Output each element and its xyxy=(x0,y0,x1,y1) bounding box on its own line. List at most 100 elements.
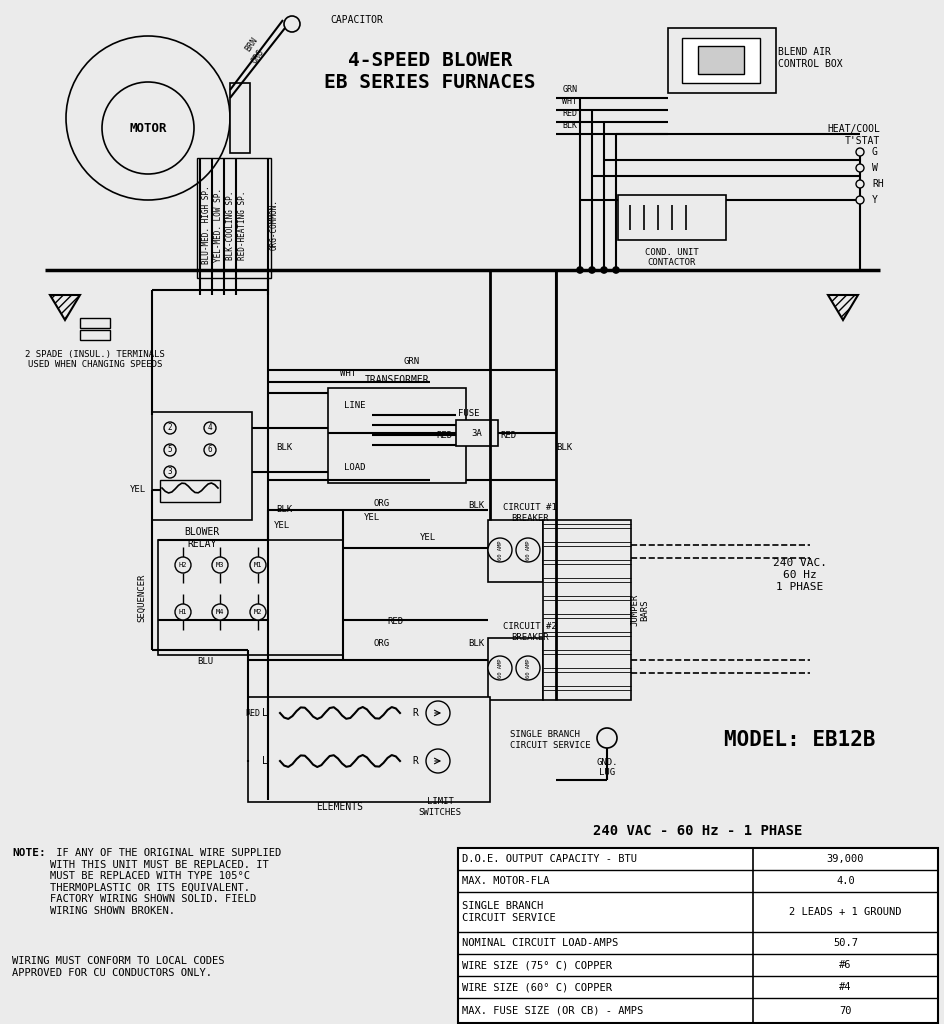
Text: 3: 3 xyxy=(168,468,173,476)
Text: 4.0: 4.0 xyxy=(836,876,855,886)
Text: H2: H2 xyxy=(178,562,187,568)
Text: #4: #4 xyxy=(839,982,851,992)
Bar xyxy=(456,420,498,446)
Text: RED-HEATING SP.: RED-HEATING SP. xyxy=(238,190,247,260)
Text: ORG: ORG xyxy=(250,47,266,65)
Bar xyxy=(668,28,776,93)
Text: WHT: WHT xyxy=(563,97,578,106)
Text: IF ANY OF THE ORIGINAL WIRE SUPPLIED
WITH THIS UNIT MUST BE REPLACED. IT
MUST BE: IF ANY OF THE ORIGINAL WIRE SUPPLIED WIT… xyxy=(50,848,281,916)
Bar xyxy=(488,638,543,700)
Circle shape xyxy=(250,557,266,573)
Text: YEL: YEL xyxy=(420,534,436,543)
Text: BLEND AIR
CONTROL BOX: BLEND AIR CONTROL BOX xyxy=(778,47,843,69)
Text: WIRING MUST CONFORM TO LOCAL CODES
APPROVED FOR CU CONDUCTORS ONLY.: WIRING MUST CONFORM TO LOCAL CODES APPRO… xyxy=(12,956,225,978)
Text: BLK: BLK xyxy=(563,122,578,130)
Circle shape xyxy=(601,267,607,273)
Circle shape xyxy=(204,444,216,456)
Text: 2 LEADS + 1 GROUND: 2 LEADS + 1 GROUND xyxy=(789,907,902,918)
Bar xyxy=(230,83,250,153)
Text: R: R xyxy=(413,756,418,766)
Text: 5: 5 xyxy=(168,445,173,455)
Text: G: G xyxy=(872,147,878,157)
Bar xyxy=(197,158,271,278)
Text: RED: RED xyxy=(387,617,403,627)
Circle shape xyxy=(613,267,619,273)
Text: BRN: BRN xyxy=(244,35,260,52)
Text: RED: RED xyxy=(563,110,578,119)
Text: BLK: BLK xyxy=(276,506,292,514)
Text: MOTOR: MOTOR xyxy=(129,122,167,134)
Text: 39,000: 39,000 xyxy=(827,854,865,864)
Circle shape xyxy=(212,604,228,620)
Bar xyxy=(698,46,744,74)
Circle shape xyxy=(488,656,512,680)
Text: SEQUENCER: SEQUENCER xyxy=(138,573,146,623)
Text: LOAD: LOAD xyxy=(345,464,365,472)
Text: CIRCUIT #2
BREAKER: CIRCUIT #2 BREAKER xyxy=(503,623,557,642)
Text: NOMINAL CIRCUIT LOAD-AMPS: NOMINAL CIRCUIT LOAD-AMPS xyxy=(462,938,618,948)
Text: NOTE:: NOTE: xyxy=(12,848,45,858)
Text: GRN: GRN xyxy=(404,357,420,367)
Text: L: L xyxy=(262,756,268,766)
Bar xyxy=(543,520,631,700)
Text: L: L xyxy=(262,708,268,718)
Text: LINE: LINE xyxy=(345,400,365,410)
Circle shape xyxy=(284,16,300,32)
Text: SINGLE BRANCH
CIRCUIT SERVICE: SINGLE BRANCH CIRCUIT SERVICE xyxy=(510,730,591,750)
Text: ORG: ORG xyxy=(374,499,390,508)
Text: GND.
LUG: GND. LUG xyxy=(597,758,617,777)
Text: 70: 70 xyxy=(839,1006,851,1016)
Text: CAPACITOR: CAPACITOR xyxy=(330,15,383,25)
Text: MAX. MOTOR-FLA: MAX. MOTOR-FLA xyxy=(462,876,549,886)
Text: GRN: GRN xyxy=(563,85,578,94)
Text: 4: 4 xyxy=(208,424,212,432)
Text: #6: #6 xyxy=(839,961,851,970)
Text: 240 VAC - 60 Hz - 1 PHASE: 240 VAC - 60 Hz - 1 PHASE xyxy=(594,824,802,838)
Text: MAX. FUSE SIZE (OR CB) - AMPS: MAX. FUSE SIZE (OR CB) - AMPS xyxy=(462,1006,643,1016)
Text: RED: RED xyxy=(500,430,516,439)
Text: 50.7: 50.7 xyxy=(833,938,858,948)
Circle shape xyxy=(488,538,512,562)
Text: MODEL: EB12B: MODEL: EB12B xyxy=(724,730,876,750)
Text: BLU-MED. HIGH SP.: BLU-MED. HIGH SP. xyxy=(202,185,211,264)
Text: 240 VAC.
60 Hz
1 PHASE: 240 VAC. 60 Hz 1 PHASE xyxy=(773,558,827,592)
Circle shape xyxy=(426,701,450,725)
Text: TRANSFORMER: TRANSFORMER xyxy=(364,375,430,385)
Bar xyxy=(160,480,220,502)
Text: FUSE: FUSE xyxy=(458,409,480,418)
Circle shape xyxy=(250,604,266,620)
Text: ORG: ORG xyxy=(374,639,390,647)
Text: 60 AMP: 60 AMP xyxy=(526,541,531,560)
Text: BLK: BLK xyxy=(556,443,572,453)
Text: R: R xyxy=(413,708,418,718)
Text: BLOWER
RELAY: BLOWER RELAY xyxy=(184,527,220,549)
Circle shape xyxy=(577,267,583,273)
Circle shape xyxy=(164,466,176,478)
Circle shape xyxy=(164,444,176,456)
Circle shape xyxy=(164,422,176,434)
Text: YEL: YEL xyxy=(364,513,380,522)
Text: 60 AMP: 60 AMP xyxy=(497,541,502,560)
Bar xyxy=(80,318,110,328)
Text: 6: 6 xyxy=(208,445,212,455)
Text: 60 AMP: 60 AMP xyxy=(526,658,531,678)
Circle shape xyxy=(589,267,595,273)
Text: SINGLE BRANCH
CIRCUIT SERVICE: SINGLE BRANCH CIRCUIT SERVICE xyxy=(462,901,556,923)
Bar xyxy=(248,697,490,802)
Circle shape xyxy=(597,728,617,748)
Text: JUMPER
BARS: JUMPER BARS xyxy=(631,594,649,626)
Text: LIMIT
SWITCHES: LIMIT SWITCHES xyxy=(418,798,462,817)
Circle shape xyxy=(212,557,228,573)
Text: M4: M4 xyxy=(216,609,225,615)
Bar xyxy=(328,388,466,483)
Text: 60 AMP: 60 AMP xyxy=(497,658,502,678)
Text: 2: 2 xyxy=(168,424,173,432)
Text: H1: H1 xyxy=(178,609,187,615)
Circle shape xyxy=(516,656,540,680)
Text: WIRE SIZE (75° C) COPPER: WIRE SIZE (75° C) COPPER xyxy=(462,961,612,970)
Circle shape xyxy=(175,557,191,573)
Text: HEAT/COOL
T'STAT: HEAT/COOL T'STAT xyxy=(827,124,880,145)
Circle shape xyxy=(175,604,191,620)
Text: 3A: 3A xyxy=(472,428,482,437)
Text: CIRCUIT #1
BREAKER: CIRCUIT #1 BREAKER xyxy=(503,504,557,522)
